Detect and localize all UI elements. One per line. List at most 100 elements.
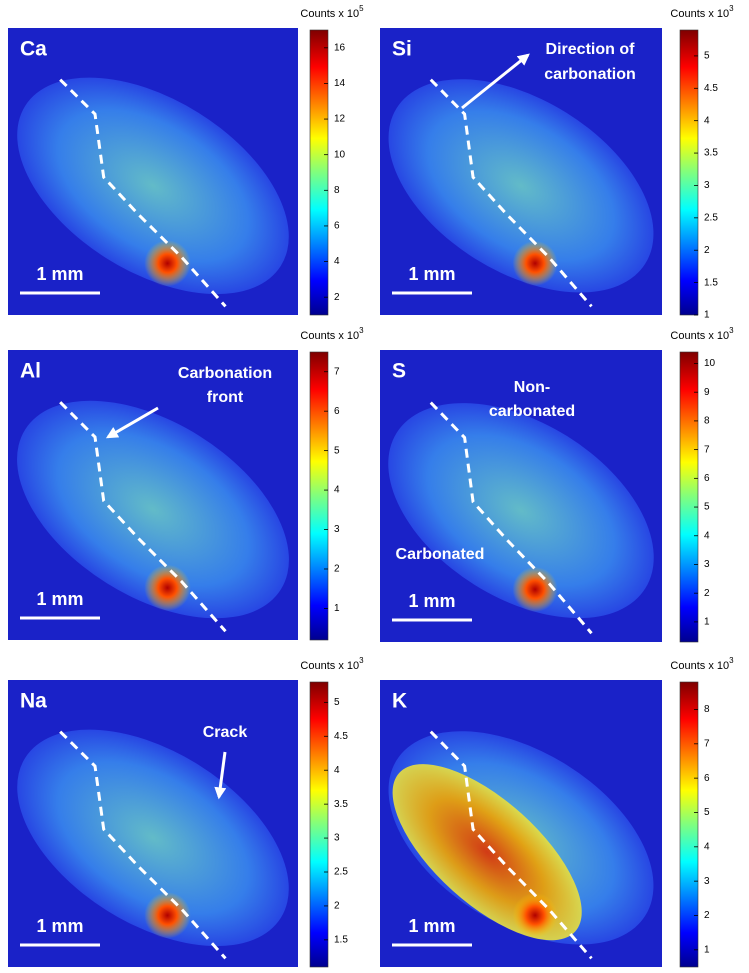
colorbar-tick-label: 4 <box>704 530 710 541</box>
colorbar-tick-label: 6 <box>704 773 710 784</box>
colorbar-tick-label: 4 <box>334 765 340 776</box>
colorbar-title-text: Counts x 10 <box>670 330 729 342</box>
colorbar-tick-label: 2 <box>704 245 710 256</box>
colorbar <box>310 682 328 967</box>
colorbar <box>310 30 328 315</box>
colorbar-exponent: 3 <box>359 656 364 665</box>
colorbar-tick-label: 6 <box>334 406 340 417</box>
colorbar-exponent: 3 <box>359 326 364 335</box>
colorbar-tick-label: 8 <box>704 416 710 427</box>
figure: Ca1 mmCounts x 105246810121416Si1 mmCoun… <box>0 0 749 973</box>
colorbar-tick-label: 4 <box>704 115 710 126</box>
scale-bar-label: 1 mm <box>408 916 455 936</box>
annotation: Non- <box>514 379 550 396</box>
element-label: Si <box>392 38 412 61</box>
colorbar-tick-label: 2 <box>334 564 340 575</box>
colorbar-tick-label: 5 <box>334 697 340 708</box>
annotation: Carbonation <box>178 365 272 382</box>
element-label: Ca <box>20 38 47 61</box>
colorbar-tick-label: 4.5 <box>704 83 718 94</box>
colorbar-title-text: Counts x 10 <box>300 330 359 342</box>
colorbar-tick-label: 5 <box>334 445 340 456</box>
colorbar-tick-label: 3 <box>334 524 340 535</box>
colorbar-title: Counts x 105 <box>300 4 364 20</box>
colorbar-tick-label: 2 <box>704 588 710 599</box>
colorbar-title-text: Counts x 10 <box>300 8 359 20</box>
colorbar-tick-label: 7 <box>704 738 710 749</box>
colorbar-tick-label: 1.5 <box>704 277 718 288</box>
colorbar-tick-label: 7 <box>704 444 710 455</box>
map-hotspot <box>144 892 190 938</box>
colorbar-tick-label: 3.5 <box>334 799 348 810</box>
colorbar-tick-label: 7 <box>334 366 340 377</box>
colorbar-title: Counts x 103 <box>670 4 734 20</box>
panel: S1 mmCounts x 10312345678910Non-carbonat… <box>350 326 734 662</box>
annotation: front <box>207 389 244 406</box>
colorbar-tick-label: 5 <box>704 807 710 818</box>
colorbar-tick-label: 12 <box>334 114 346 125</box>
colorbar-tick-label: 6 <box>334 221 340 232</box>
colorbar-exponent: 3 <box>729 656 734 665</box>
colorbar-tick-label: 8 <box>704 704 710 715</box>
colorbar-title: Counts x 103 <box>670 656 734 672</box>
colorbar-tick-label: 10 <box>334 149 346 160</box>
colorbar-tick-label: 16 <box>334 42 346 53</box>
colorbar-tick-label: 1.5 <box>334 934 348 945</box>
colorbar-tick-label: 3 <box>704 180 710 191</box>
colorbar-tick-label: 4.5 <box>334 731 348 742</box>
element-label: S <box>392 360 406 383</box>
colorbar-tick-label: 1 <box>704 944 710 955</box>
colorbar-tick-label: 3 <box>704 876 710 887</box>
colorbar-title-text: Counts x 10 <box>670 8 729 20</box>
colorbar-tick-label: 5 <box>704 502 710 513</box>
colorbar-tick-label: 8 <box>334 185 340 196</box>
map-hotspot <box>513 893 558 938</box>
colorbar-tick-label: 1 <box>704 310 710 321</box>
colorbar-title-text: Counts x 10 <box>670 660 729 672</box>
panel: Al1 mmCounts x 1031234567Carbonationfron… <box>0 326 364 663</box>
scale-bar-label: 1 mm <box>408 264 455 284</box>
map-hotspot <box>513 241 558 286</box>
colorbar-tick-label: 9 <box>704 387 710 398</box>
colorbar <box>680 682 698 967</box>
colorbar-tick-label: 2.5 <box>334 867 348 878</box>
colorbar-title: Counts x 103 <box>300 656 364 672</box>
map-hotspot <box>144 565 190 611</box>
scale-bar-label: 1 mm <box>408 591 455 611</box>
colorbar-tick-label: 6 <box>704 473 710 484</box>
colorbar-tick-label: 3.5 <box>704 148 718 159</box>
element-label: K <box>392 690 407 713</box>
scale-bar-label: 1 mm <box>36 264 83 284</box>
colorbar-exponent: 3 <box>729 4 734 13</box>
element-label: Na <box>20 690 47 713</box>
scale-bar-label: 1 mm <box>36 589 83 609</box>
annotation: carbonated <box>489 403 575 420</box>
colorbar-exponent: 5 <box>359 4 364 13</box>
map-hotspot <box>144 240 190 286</box>
colorbar-tick-label: 2 <box>704 910 710 921</box>
annotation: Carbonated <box>396 546 485 563</box>
colorbar-tick-label: 1 <box>704 617 710 628</box>
colorbar-tick-label: 2.5 <box>704 212 718 223</box>
colorbar-tick-label: 4 <box>334 256 340 267</box>
colorbar-title: Counts x 103 <box>670 326 734 342</box>
colorbar <box>310 352 328 640</box>
colorbar-tick-label: 5 <box>704 51 710 62</box>
colorbar <box>680 352 698 642</box>
colorbar-exponent: 3 <box>729 326 734 335</box>
colorbar-tick-label: 10 <box>704 358 716 369</box>
colorbar <box>680 30 698 315</box>
colorbar-tick-label: 2 <box>334 292 340 303</box>
colorbar-tick-label: 2 <box>334 901 340 912</box>
colorbar-tick-label: 3 <box>334 833 340 844</box>
colorbar-tick-label: 14 <box>334 78 346 89</box>
colorbar-title-text: Counts x 10 <box>300 660 359 672</box>
colorbar-tick-label: 4 <box>334 485 340 496</box>
colorbar-tick-label: 1 <box>334 603 340 614</box>
annotation: Direction of <box>546 41 636 58</box>
scale-bar-label: 1 mm <box>36 916 83 936</box>
annotation: Crack <box>203 724 248 741</box>
colorbar-tick-label: 3 <box>704 559 710 570</box>
